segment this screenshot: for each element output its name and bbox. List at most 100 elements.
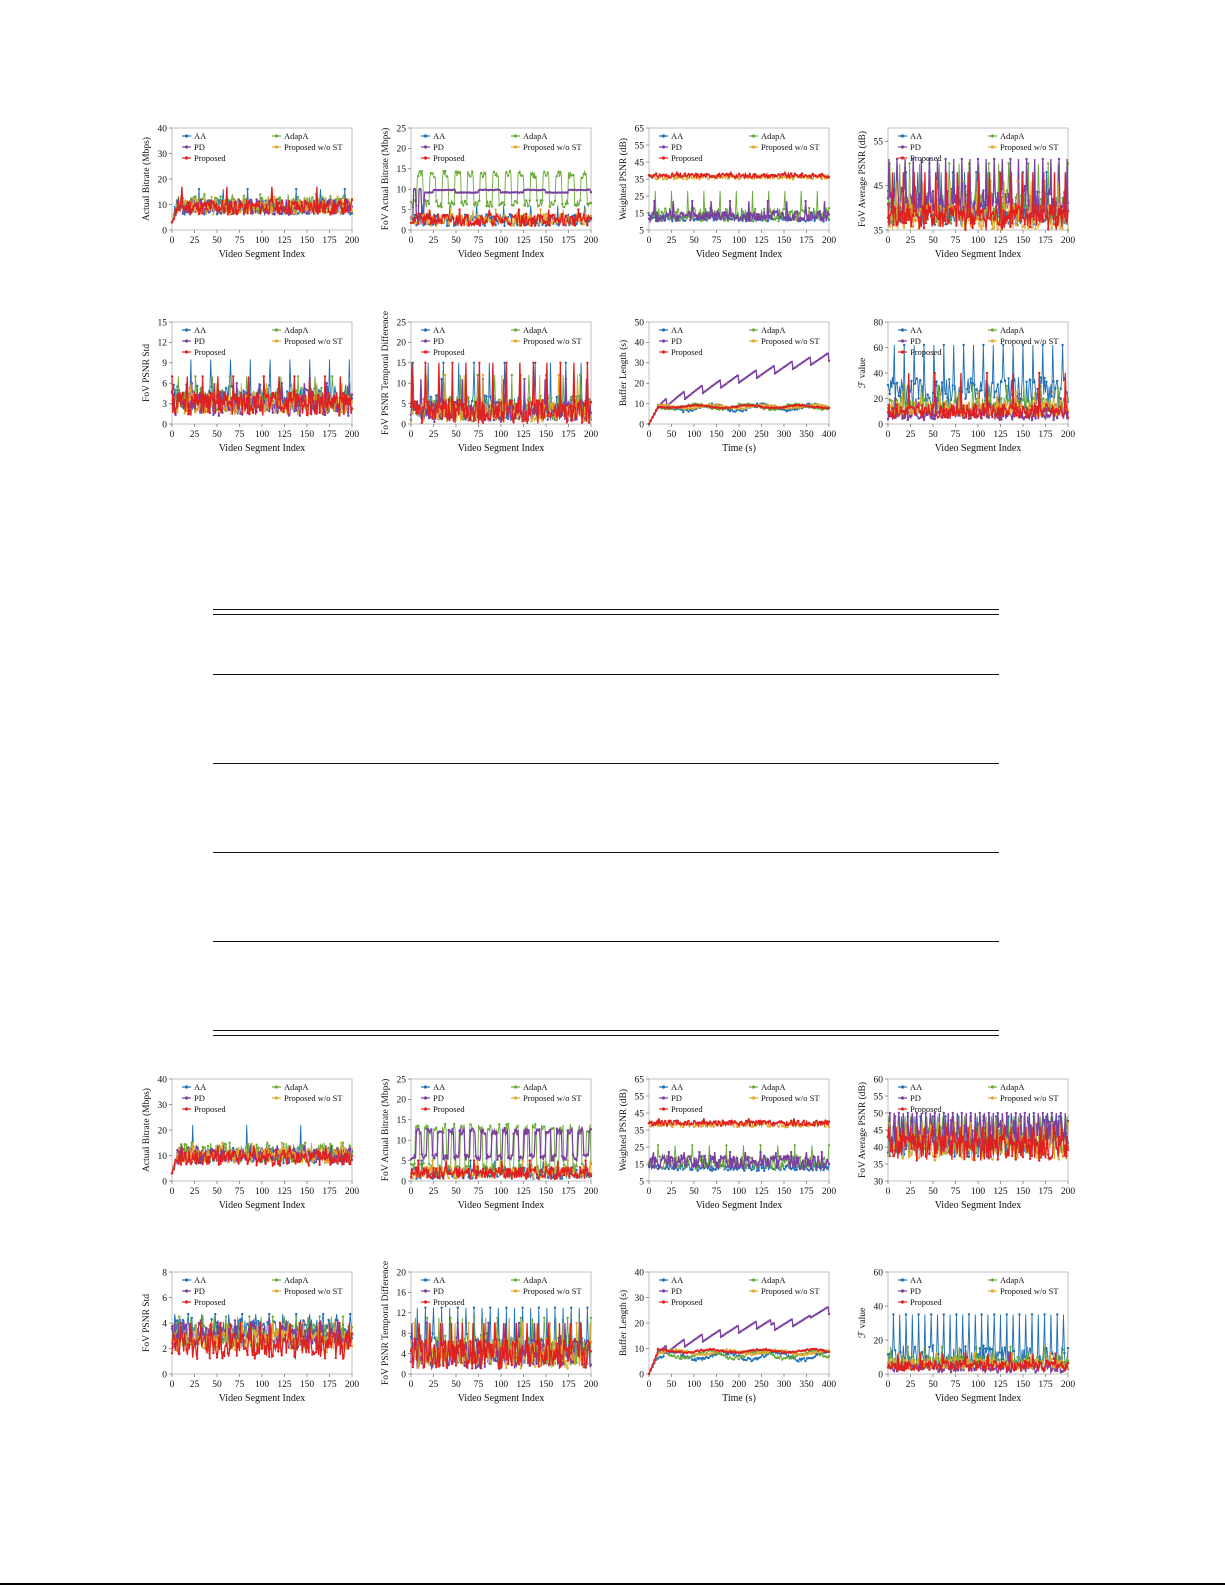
data-point xyxy=(232,1158,235,1161)
data-point xyxy=(808,177,811,180)
data-point xyxy=(698,178,701,181)
data-point xyxy=(680,392,683,395)
legend-marker xyxy=(900,328,905,332)
x-tick-label: 175 xyxy=(322,236,337,246)
data-point xyxy=(673,408,676,411)
data-point xyxy=(480,171,483,175)
data-point xyxy=(662,217,665,220)
data-point xyxy=(174,407,177,410)
data-point xyxy=(433,411,436,414)
data-point xyxy=(795,406,798,409)
data-point xyxy=(1003,379,1007,382)
data-point xyxy=(818,173,822,177)
data-point xyxy=(903,222,906,225)
data-point xyxy=(534,176,537,179)
data-point xyxy=(577,188,580,192)
data-point xyxy=(761,216,764,219)
data-point xyxy=(451,361,454,364)
data-point xyxy=(183,399,186,402)
data-point xyxy=(580,188,584,192)
data-point xyxy=(244,403,247,407)
legend-marker xyxy=(990,145,995,149)
data-point xyxy=(194,195,197,198)
data-point xyxy=(766,199,769,203)
data-point xyxy=(224,1155,228,1159)
data-point xyxy=(991,416,994,419)
data-point xyxy=(472,203,476,206)
data-point xyxy=(305,413,309,417)
data-point xyxy=(539,199,542,202)
data-point xyxy=(1036,405,1039,409)
data-point xyxy=(777,220,780,223)
data-point xyxy=(293,1147,296,1150)
data-point xyxy=(188,412,192,415)
data-point xyxy=(692,207,696,210)
x-tick-label: 50 xyxy=(689,236,699,246)
data-point xyxy=(768,175,771,178)
data-point xyxy=(694,389,697,392)
data-point xyxy=(703,390,706,393)
data-point xyxy=(517,208,521,211)
data-point xyxy=(241,203,244,206)
y-tick-label: 15 xyxy=(635,209,645,219)
data-point xyxy=(764,174,768,178)
data-point xyxy=(541,188,544,191)
data-point xyxy=(1021,416,1025,420)
data-point xyxy=(895,220,899,224)
data-point xyxy=(806,357,809,361)
data-point xyxy=(973,222,976,225)
data-point xyxy=(535,218,539,222)
data-point xyxy=(192,1147,195,1151)
data-point xyxy=(725,208,728,211)
data-point xyxy=(820,172,823,176)
legend-label: AdapA xyxy=(1000,325,1025,335)
data-point xyxy=(543,214,546,217)
data-point xyxy=(503,361,506,364)
data-point xyxy=(899,397,902,400)
x-tick-label: 75 xyxy=(951,430,961,440)
data-point xyxy=(217,1163,220,1166)
data-point xyxy=(1025,380,1028,383)
data-point xyxy=(1038,191,1041,194)
data-point xyxy=(449,412,452,416)
data-point xyxy=(906,418,909,422)
data-point xyxy=(1018,416,1021,419)
data-point xyxy=(982,189,985,192)
y-axis-label: ℱ value xyxy=(857,358,868,388)
data-point xyxy=(886,202,890,206)
data-point xyxy=(725,172,728,175)
data-point xyxy=(1020,413,1023,416)
data-point xyxy=(937,384,940,387)
data-point xyxy=(800,361,804,364)
data-point xyxy=(264,409,267,413)
data-point xyxy=(660,402,663,405)
data-point xyxy=(752,371,755,374)
data-point xyxy=(296,412,300,415)
data-point xyxy=(429,222,432,225)
legend-marker xyxy=(423,145,428,149)
data-point xyxy=(259,193,262,196)
data-point xyxy=(316,1157,319,1161)
data-point xyxy=(214,411,217,415)
data-point xyxy=(944,223,947,226)
x-tick-label: 0 xyxy=(409,236,414,246)
data-point xyxy=(179,1163,183,1166)
data-point xyxy=(237,1162,240,1165)
x-tick-label: 200 xyxy=(345,430,360,440)
data-point xyxy=(210,392,213,395)
data-point xyxy=(971,384,974,387)
data-point xyxy=(651,212,654,215)
data-point xyxy=(939,390,942,394)
data-point xyxy=(331,398,334,401)
y-tick-label: 25 xyxy=(635,192,645,202)
data-point xyxy=(577,208,580,211)
data-point xyxy=(687,172,690,176)
data-point xyxy=(1005,414,1008,418)
data-point xyxy=(523,204,526,207)
data-point xyxy=(528,218,531,221)
data-point xyxy=(561,213,564,216)
data-point xyxy=(964,397,967,400)
data-point xyxy=(804,199,807,203)
data-point xyxy=(1056,379,1059,383)
